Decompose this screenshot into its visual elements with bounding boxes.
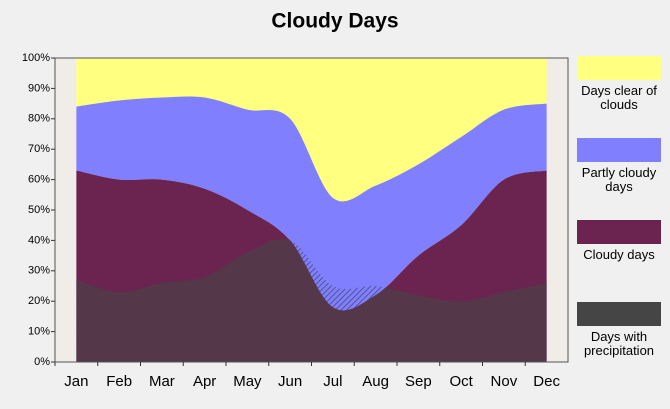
- legend-swatch: [577, 138, 661, 162]
- x-tick-label: Jul: [323, 373, 342, 390]
- legend-swatch: [577, 220, 661, 244]
- legend-label: Days with precipitation: [583, 329, 655, 358]
- x-tick-label: Jan: [64, 373, 88, 390]
- legend-entry: Days with precipitation: [570, 302, 668, 358]
- x-tick-label: Oct: [449, 373, 473, 390]
- legend-entry: Days clear of clouds: [570, 56, 668, 112]
- y-tick-label: 80%: [28, 113, 50, 125]
- x-tick-label: Mar: [149, 373, 175, 390]
- y-tick-label: 90%: [28, 82, 50, 94]
- x-tick-label: Nov: [491, 373, 518, 390]
- precipitation-area: [76, 238, 547, 362]
- y-tick-label: 0%: [34, 356, 50, 368]
- y-tick-label: 10%: [28, 326, 50, 338]
- y-tick-label: 100%: [22, 52, 50, 64]
- legend-label: Cloudy days: [583, 247, 655, 262]
- x-tick-label: Apr: [193, 373, 216, 390]
- x-tick-label: Jun: [278, 373, 302, 390]
- area-1: [76, 96, 547, 311]
- legend-swatch: [577, 56, 661, 80]
- x-tick-label: Feb: [106, 373, 132, 390]
- x-tick-label: Sep: [405, 373, 432, 390]
- y-tick-label: 30%: [28, 265, 50, 277]
- legend-label: Days clear of clouds: [581, 83, 657, 112]
- x-tick-label: May: [233, 373, 262, 390]
- legend-entry: Cloudy days: [570, 220, 668, 262]
- x-tick-label: Aug: [362, 373, 389, 390]
- y-tick-label: 40%: [28, 234, 50, 246]
- y-tick-label: 20%: [28, 295, 50, 307]
- y-tick-label: 60%: [28, 174, 50, 186]
- chart-title: Cloudy Days: [271, 10, 398, 33]
- area-2: [76, 58, 547, 202]
- legend-entry: Partly cloudy days: [570, 138, 668, 194]
- legend-label: Partly cloudy days: [581, 165, 657, 194]
- y-tick-label: 50%: [28, 204, 50, 216]
- legend-swatch: [577, 302, 661, 326]
- x-tick-label: Dec: [533, 373, 560, 390]
- y-tick-label: 70%: [28, 143, 50, 155]
